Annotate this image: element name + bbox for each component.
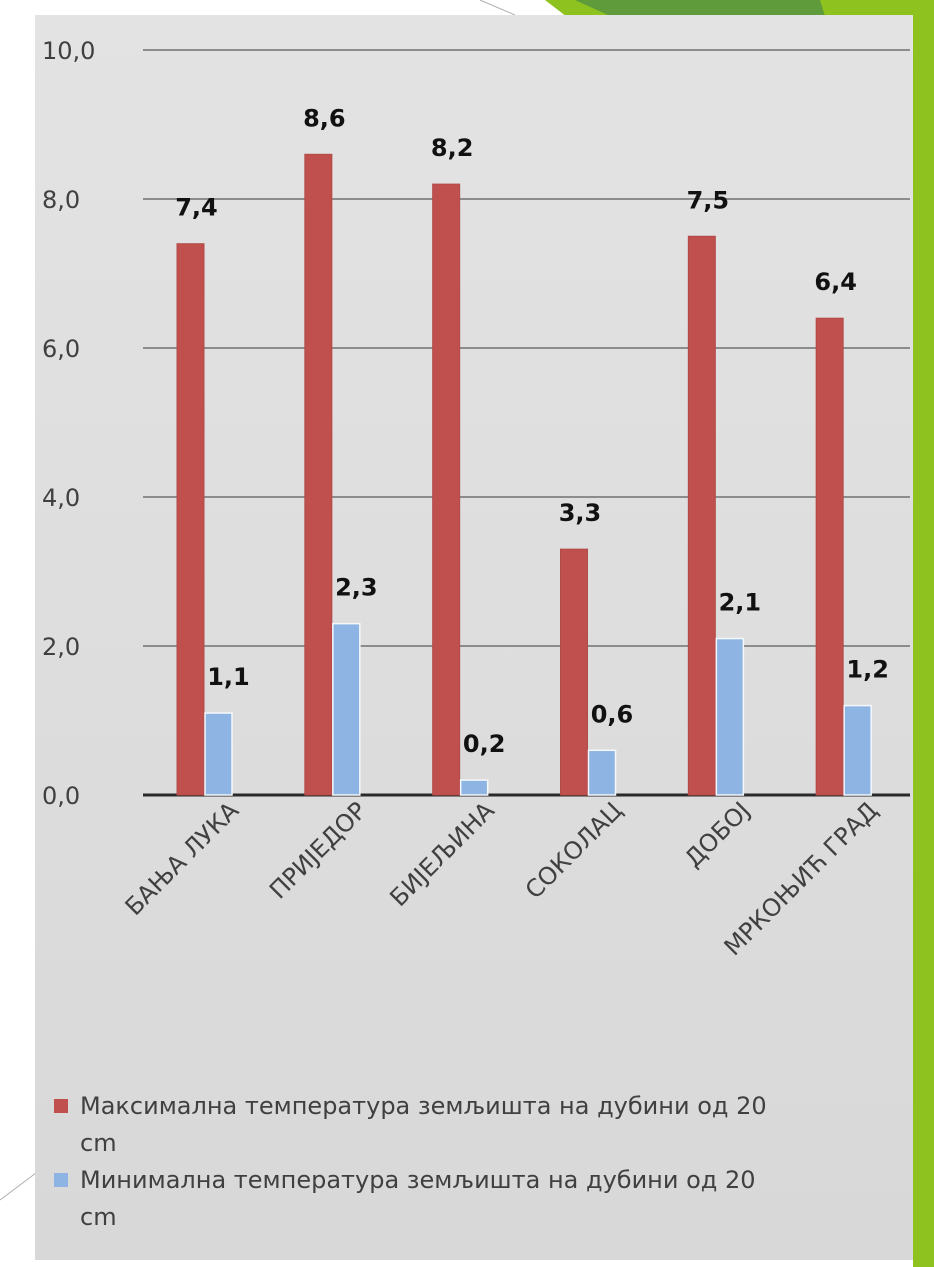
data-label-min: 1,1: [207, 663, 250, 691]
x-category-label: ПРИЈЕДОР: [264, 796, 372, 904]
data-label-min: 0,2: [463, 730, 506, 758]
legend-swatch-max: [54, 1099, 68, 1113]
data-label-max: 8,2: [431, 134, 474, 162]
chart-legend: Максимална температура земљишта на дубин…: [54, 1088, 914, 1236]
legend-swatch-min: [54, 1173, 68, 1187]
bar-min: [587, 749, 617, 796]
x-category-label: СОКОЛАЦ: [520, 796, 628, 904]
bar-max: [687, 235, 716, 796]
y-tick-label: 8,0: [42, 186, 80, 214]
legend-label-min-line1: Минимална температура земљишта на дубини…: [80, 1166, 756, 1194]
data-label-min: 1,2: [846, 656, 889, 684]
legend-label-max-line1: Максимална температура земљишта на дубин…: [80, 1092, 767, 1120]
slide-accent-bar: [913, 0, 934, 1267]
y-tick-label: 10,0: [42, 37, 95, 65]
data-label-min: 2,1: [719, 589, 762, 617]
bar-max: [560, 548, 588, 796]
bar-min: [204, 712, 233, 796]
bar-max: [815, 317, 844, 796]
y-tick-label: 4,0: [42, 484, 80, 512]
slide-decor-line: [479, 0, 516, 16]
bar-max: [432, 183, 461, 796]
data-labels: 7,4 1,1 8,6 2,3 8,2 0,2 3,3 0,6 7,5 2,1 6,4 1,2: [175, 104, 889, 758]
bar-min: [459, 779, 489, 796]
x-axis-categories: БАЊА ЛУКА ПРИЈЕДОР БИЈЕЉИНА СОКОЛАЦ ДОБОЈМРК…: [120, 796, 884, 961]
data-label-max: 3,3: [559, 499, 602, 527]
gridlines: [143, 49, 910, 797]
bar-max: [176, 243, 205, 796]
y-tick-label: 0,0: [42, 782, 80, 810]
bar-min: [332, 622, 361, 796]
bars: [176, 153, 872, 796]
data-label-min: 0,6: [591, 700, 634, 728]
x-category-label: БАЊА ЛУКА: [120, 796, 245, 921]
legend-item-min: Минимална температура земљишта на дубини…: [54, 1162, 914, 1236]
legend-label-min-line2: cm: [80, 1203, 117, 1231]
data-label-max: 7,5: [687, 186, 730, 214]
legend-label-max-line2: cm: [80, 1129, 117, 1157]
data-label-max: 7,4: [175, 194, 218, 222]
y-tick-label: 2,0: [42, 633, 80, 661]
data-label-min: 2,3: [335, 574, 378, 602]
bar-min: [843, 704, 872, 796]
x-category-label: БИЈЕЉИНА: [384, 796, 500, 912]
data-label-max: 8,6: [303, 104, 346, 132]
bar-max: [304, 153, 333, 796]
x-category-label: ДОБОЈ: [679, 796, 755, 872]
bar-min: [715, 637, 745, 796]
legend-item-max: Максимална температура земљишта на дубин…: [54, 1088, 914, 1162]
y-axis-ticks: 0,0 2,0 4,0 6,0 8,0 10,0: [42, 37, 95, 810]
data-label-max: 6,4: [814, 268, 857, 296]
y-tick-label: 6,0: [42, 335, 80, 363]
